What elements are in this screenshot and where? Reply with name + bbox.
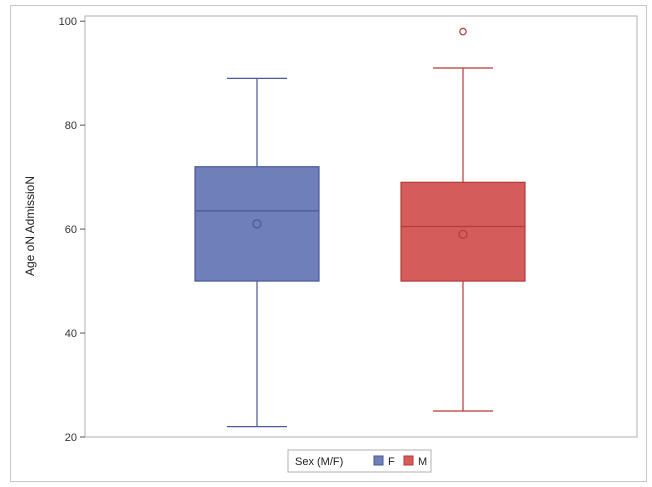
legend-swatch-M [403,455,414,466]
mean-marker [252,219,262,229]
y-axis: 20 40 60 80 100 [59,16,85,444]
chart-frame: 20 40 60 80 100 Age oN AdmissioN Sex (M/F) F… [10,5,647,482]
outlier-point [459,27,467,36]
legend: Sex (M/F) F M [287,449,432,473]
y-tick-label: 80 [65,120,77,132]
legend-label-M: M [418,456,427,468]
mean-marker [458,229,468,239]
y-tick-label: 60 [65,224,77,236]
boxes [194,27,526,428]
box-iqr [400,181,526,282]
y-tick-label: 20 [65,432,77,444]
legend-label-F: F [388,456,395,468]
legend-swatch-F [373,455,384,466]
y-tick-label: 100 [59,16,77,28]
box-iqr [194,166,320,282]
box-plot-chart: 20 40 60 80 100 Age oN AdmissioN Sex (M/F) F… [23,15,638,473]
y-tick-label: 40 [65,328,77,340]
plot-area [84,15,638,438]
box-M [400,27,526,412]
legend-title: Sex (M/F) [295,456,343,468]
box-F [194,77,320,428]
legend-frame [287,449,432,473]
y-axis-title: Age oN AdmissioN [23,176,37,276]
